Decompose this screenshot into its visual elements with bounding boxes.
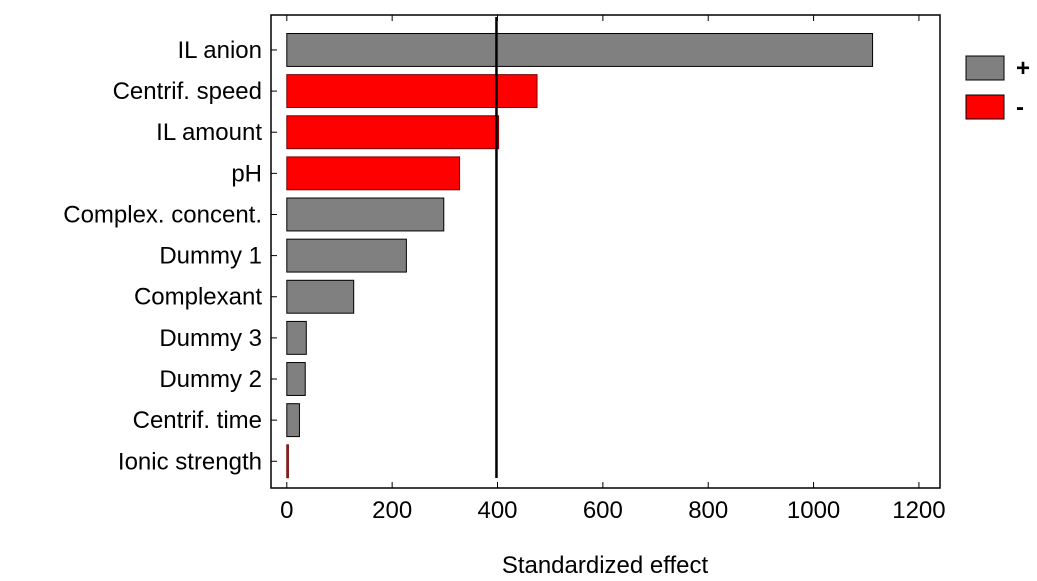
x-tick-label: 600 [583,497,623,524]
category-label: Dummy 3 [159,325,262,352]
category-label: IL amount [156,119,262,146]
bar-4 [286,156,461,191]
category-label: Centrif. time [133,407,262,434]
category-label: Dummy 2 [159,366,262,393]
x-tick-label: 800 [688,497,728,524]
legend-swatch [965,55,1005,81]
legend-label: - [1016,94,1024,121]
legend-label: + [1016,55,1030,82]
x-tick-label: 0 [280,497,293,524]
category-label: IL anion [177,37,262,64]
bar-2 [286,74,538,109]
bar-3 [286,115,500,150]
x-tick-label: 1200 [892,497,945,524]
bar-9 [286,362,306,396]
category-label: Dummy 1 [159,243,262,270]
bar-10 [286,403,300,438]
legend-swatch [965,94,1005,120]
plot-frame [270,14,941,489]
bar-11 [286,444,289,479]
x-tick-label: 400 [477,497,517,524]
legend: +- [965,55,1030,121]
bar-5 [286,197,445,232]
x-tick-label: 200 [372,497,412,524]
bar-7 [286,279,355,314]
category-label: Complex. concent. [63,201,262,228]
category-label: pH [231,160,262,187]
bar-6 [286,238,407,273]
x-tick-label: 1000 [787,497,840,524]
category-labels-group: IL anion Centrif. speed IL amount pH Complex… [63,37,277,475]
category-label: Ionic strength [118,448,262,475]
bars-group [286,33,874,479]
bar-8 [286,320,307,355]
category-label: Complexant [134,284,262,311]
bar-1 [286,33,874,67]
x-axis-title: Standardized effect [502,552,709,579]
category-label: Centrif. speed [113,78,262,105]
